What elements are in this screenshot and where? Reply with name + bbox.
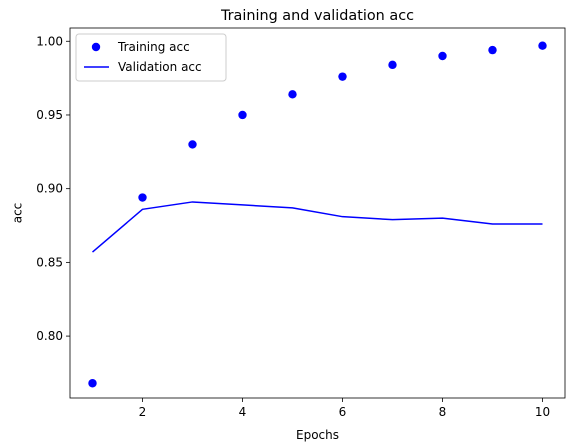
plot-frame (69, 27, 566, 399)
data-point-training-acc (88, 379, 97, 388)
data-point-training-acc (138, 193, 147, 202)
data-point-training-acc (288, 90, 297, 99)
data-point-training-acc (338, 72, 347, 81)
y-axis-ticks: 0.80 0.85 0.90 0.95 1.00 (36, 34, 70, 343)
y-tick-label: 0.90 (36, 182, 63, 196)
data-point-training-acc (388, 60, 397, 70)
legend-box (75, 33, 227, 82)
x-axis-ticks: 2 4 6 8 10 (139, 398, 550, 419)
x-axis-label: Epochs (296, 428, 339, 442)
series-layer (88, 41, 547, 388)
x-tick-label: 2 (139, 405, 147, 419)
x-tick-label: 10 (535, 405, 550, 419)
legend: Training acc Validation acc (75, 33, 227, 82)
legend-marker-training (91, 42, 101, 52)
series-line-validation-acc (92, 201, 543, 253)
y-tick-label: 0.95 (36, 108, 63, 122)
y-tick-label: 0.80 (36, 329, 63, 343)
legend-label-training: Training acc (117, 40, 190, 54)
x-tick-label: 4 (239, 405, 247, 419)
x-tick-label: 6 (339, 405, 347, 419)
y-tick-label: 0.85 (36, 255, 63, 269)
y-axis-label: acc (11, 203, 25, 224)
y-tick-label: 1.00 (36, 34, 63, 48)
legend-label-validation: Validation acc (118, 60, 202, 74)
data-point-training-acc (238, 110, 247, 120)
chart-title: Training and validation acc (220, 8, 414, 24)
data-point-training-acc (438, 51, 447, 61)
data-point-training-acc (188, 140, 197, 149)
x-tick-label: 8 (439, 405, 447, 419)
data-point-training-acc (488, 45, 497, 55)
data-point-training-acc (538, 41, 547, 50)
